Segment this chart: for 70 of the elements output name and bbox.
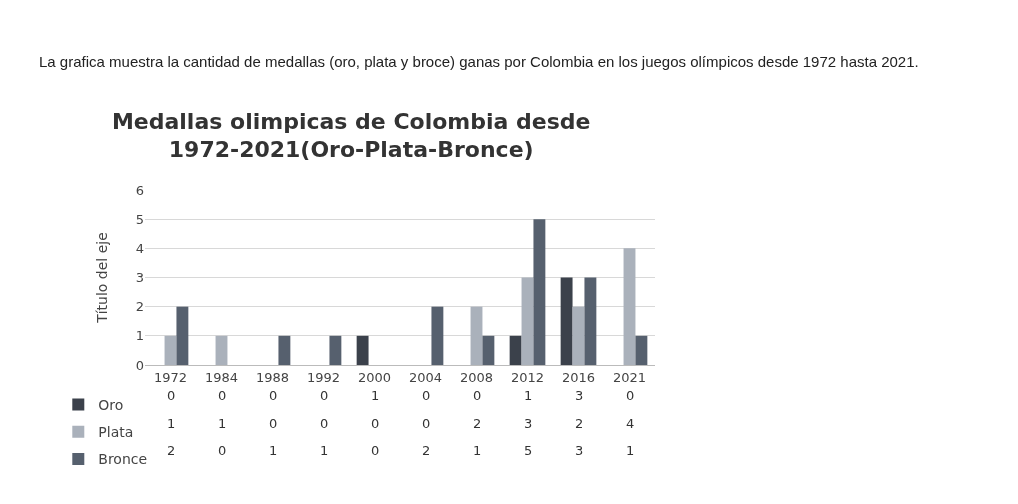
x-tick-label: 1984	[204, 369, 239, 385]
bar	[176, 306, 189, 365]
y-tick-label: 0	[135, 357, 144, 373]
chart-title: Medallas olimpicas de Colombia desde 1972-2021(Oro-Plata-Bronce)	[111, 108, 591, 163]
data-label: 3	[575, 443, 584, 458]
bar	[572, 306, 585, 365]
data-label: 0	[371, 416, 380, 431]
y-tick-label: 3	[135, 270, 144, 286]
bar	[623, 248, 636, 365]
data-label: 2	[473, 416, 482, 431]
legend-label: Plata	[98, 424, 134, 441]
bar	[164, 335, 177, 365]
data-label: 1	[626, 443, 635, 458]
x-tick-label: 1992	[306, 369, 341, 385]
data-label: 0	[422, 416, 431, 431]
y-tick-label: 4	[135, 240, 144, 256]
data-label: 3	[524, 416, 533, 431]
x-tick-label: 1972	[153, 369, 188, 385]
x-tick-label: 2004	[408, 369, 443, 385]
bar	[470, 306, 483, 365]
data-label: 1	[371, 388, 380, 403]
data-label: 1	[269, 443, 278, 458]
bar	[278, 335, 291, 365]
x-tick-label: 2008	[459, 369, 494, 385]
y-tick-label: 5	[135, 211, 144, 227]
data-label: 0	[269, 388, 278, 403]
bar	[533, 219, 546, 365]
bar	[635, 335, 648, 365]
data-label: 1	[320, 443, 329, 458]
data-label: 1	[167, 416, 176, 431]
x-tick-label: 2000	[357, 369, 392, 385]
y-tick-label: 2	[135, 299, 144, 315]
data-label: 0	[473, 388, 482, 403]
data-label: 0	[320, 388, 329, 403]
data-label: 1	[218, 416, 227, 431]
data-label: 3	[575, 388, 584, 403]
data-label: 0	[218, 443, 227, 458]
legend-label: Bronce	[98, 451, 148, 468]
data-label: 0	[422, 388, 431, 403]
text: La grafica muestra la cantidad de medallas (oro, plata y broce) ganas por Colombia en los juegos olímpicos desde 1972 hasta 2021.	[39, 53, 919, 70]
bar	[584, 277, 597, 365]
bar	[482, 335, 495, 365]
bar	[521, 277, 534, 365]
data-label: 4	[626, 416, 635, 431]
data-label: 0	[167, 388, 176, 403]
data-label: 1	[473, 443, 482, 458]
x-tick-label: 2021	[612, 369, 647, 385]
data-label: 0	[626, 388, 635, 403]
bar	[356, 335, 369, 365]
data-label: 2	[167, 443, 176, 458]
y-tick-label: 1	[135, 328, 144, 344]
data-label: 5	[524, 443, 533, 458]
legend-label: Oro	[98, 397, 124, 414]
data-label: 0	[269, 416, 278, 431]
bar	[560, 277, 573, 365]
bar	[329, 335, 342, 365]
y-axis-title: Título del eje	[94, 232, 110, 324]
data-label: 0	[218, 388, 227, 403]
data-label: 0	[371, 443, 380, 458]
data-label: 1	[524, 388, 533, 403]
x-tick-label: 2012	[510, 369, 545, 385]
bar	[215, 335, 228, 365]
data-label: 2	[575, 416, 584, 431]
data-label: 2	[422, 443, 431, 458]
bar	[431, 306, 444, 365]
x-tick-label: 2016	[561, 369, 596, 385]
data-label: 0	[320, 416, 329, 431]
x-tick-label: 1988	[255, 369, 290, 385]
bar	[509, 335, 522, 365]
y-tick-label: 6	[135, 182, 144, 198]
